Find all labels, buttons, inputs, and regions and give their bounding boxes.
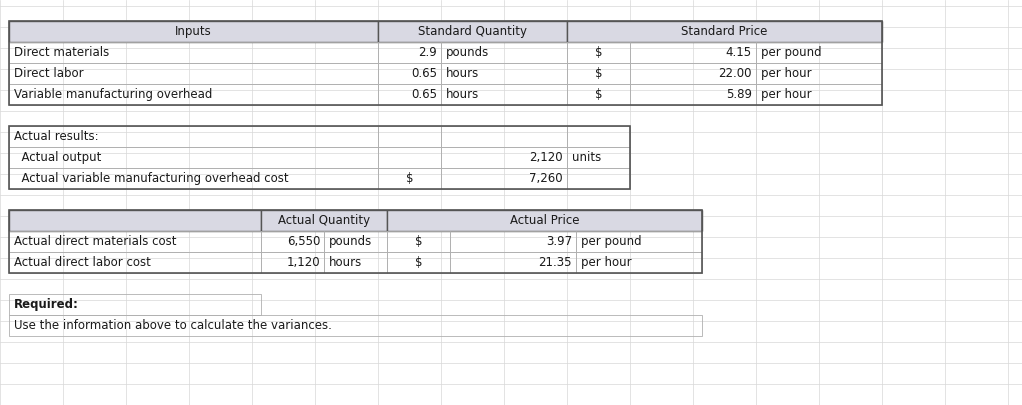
Text: 1,120: 1,120 xyxy=(286,256,320,269)
Text: $: $ xyxy=(595,46,602,59)
Text: Direct materials: Direct materials xyxy=(14,46,109,59)
Bar xyxy=(9,147,378,168)
Text: 3.97: 3.97 xyxy=(546,235,572,248)
Text: Actual variable manufacturing overhead cost: Actual variable manufacturing overhead c… xyxy=(14,172,288,185)
Text: $: $ xyxy=(406,172,413,185)
Bar xyxy=(450,252,576,273)
Bar xyxy=(756,84,882,105)
Text: Required:: Required: xyxy=(14,298,79,311)
Bar xyxy=(442,63,567,84)
Text: $: $ xyxy=(595,88,602,101)
Bar xyxy=(9,126,378,147)
Bar xyxy=(450,231,576,252)
Text: per pound: per pound xyxy=(580,235,642,248)
Text: $: $ xyxy=(415,256,422,269)
Text: Variable manufacturing overhead: Variable manufacturing overhead xyxy=(14,88,213,101)
Text: per hour: per hour xyxy=(580,256,632,269)
Bar xyxy=(261,210,387,231)
Bar xyxy=(756,63,882,84)
Text: 2.9: 2.9 xyxy=(418,46,437,59)
Text: Actual Quantity: Actual Quantity xyxy=(278,214,370,227)
Text: Use the information above to calculate the variances.: Use the information above to calculate t… xyxy=(14,319,332,332)
Text: per hour: per hour xyxy=(761,67,811,80)
Text: Actual results:: Actual results: xyxy=(14,130,99,143)
Text: per hour: per hour xyxy=(761,88,811,101)
Text: 2,120: 2,120 xyxy=(529,151,563,164)
Text: 0.65: 0.65 xyxy=(411,88,437,101)
Text: Direct labor: Direct labor xyxy=(14,67,84,80)
Text: 4.15: 4.15 xyxy=(726,46,752,59)
Bar xyxy=(630,42,756,63)
Bar xyxy=(9,210,261,231)
Bar xyxy=(756,42,882,63)
Bar xyxy=(567,42,630,63)
Bar xyxy=(442,84,567,105)
Bar xyxy=(9,168,378,189)
Text: Actual output: Actual output xyxy=(14,151,101,164)
Bar xyxy=(630,84,756,105)
Text: 22.00: 22.00 xyxy=(718,67,752,80)
Bar xyxy=(9,231,261,252)
Bar xyxy=(9,21,378,42)
Bar xyxy=(9,126,630,189)
Bar xyxy=(378,147,442,168)
Text: 21.35: 21.35 xyxy=(539,256,572,269)
Bar xyxy=(387,231,450,252)
Bar xyxy=(9,63,378,84)
Bar xyxy=(9,21,882,105)
Bar xyxy=(378,84,442,105)
Bar xyxy=(378,168,442,189)
Bar xyxy=(576,231,702,252)
Text: 0.65: 0.65 xyxy=(411,67,437,80)
Bar xyxy=(567,63,630,84)
Bar xyxy=(261,231,324,252)
Text: $: $ xyxy=(415,235,422,248)
Text: 6,550: 6,550 xyxy=(286,235,320,248)
Bar xyxy=(378,42,442,63)
Text: pounds: pounds xyxy=(329,235,372,248)
Text: pounds: pounds xyxy=(446,46,490,59)
Text: units: units xyxy=(572,151,601,164)
Text: Standard Quantity: Standard Quantity xyxy=(418,25,527,38)
Text: $: $ xyxy=(595,67,602,80)
Bar xyxy=(9,210,702,273)
Bar xyxy=(567,147,630,168)
Bar xyxy=(442,168,567,189)
Bar xyxy=(387,210,702,231)
Bar xyxy=(576,252,702,273)
Bar xyxy=(9,294,261,315)
Bar xyxy=(387,252,450,273)
Bar xyxy=(261,252,324,273)
Bar xyxy=(9,315,702,336)
Bar xyxy=(442,126,567,147)
Bar xyxy=(378,126,442,147)
Bar xyxy=(378,21,567,42)
Bar xyxy=(324,231,387,252)
Text: Standard Price: Standard Price xyxy=(682,25,768,38)
Text: hours: hours xyxy=(446,67,479,80)
Text: hours: hours xyxy=(329,256,362,269)
Bar xyxy=(9,84,378,105)
Bar xyxy=(324,252,387,273)
Text: Actual direct materials cost: Actual direct materials cost xyxy=(14,235,177,248)
Text: Actual Price: Actual Price xyxy=(510,214,579,227)
Bar xyxy=(442,42,567,63)
Text: 7,260: 7,260 xyxy=(529,172,563,185)
Bar xyxy=(442,147,567,168)
Text: Inputs: Inputs xyxy=(175,25,212,38)
Text: Actual direct labor cost: Actual direct labor cost xyxy=(14,256,151,269)
Bar xyxy=(630,63,756,84)
Bar xyxy=(9,42,378,63)
Text: per pound: per pound xyxy=(761,46,822,59)
Bar xyxy=(378,63,442,84)
Bar xyxy=(567,21,882,42)
Bar xyxy=(567,168,630,189)
Text: hours: hours xyxy=(446,88,479,101)
Bar xyxy=(567,84,630,105)
Text: 5.89: 5.89 xyxy=(726,88,752,101)
Bar xyxy=(9,252,261,273)
Bar xyxy=(567,126,630,147)
